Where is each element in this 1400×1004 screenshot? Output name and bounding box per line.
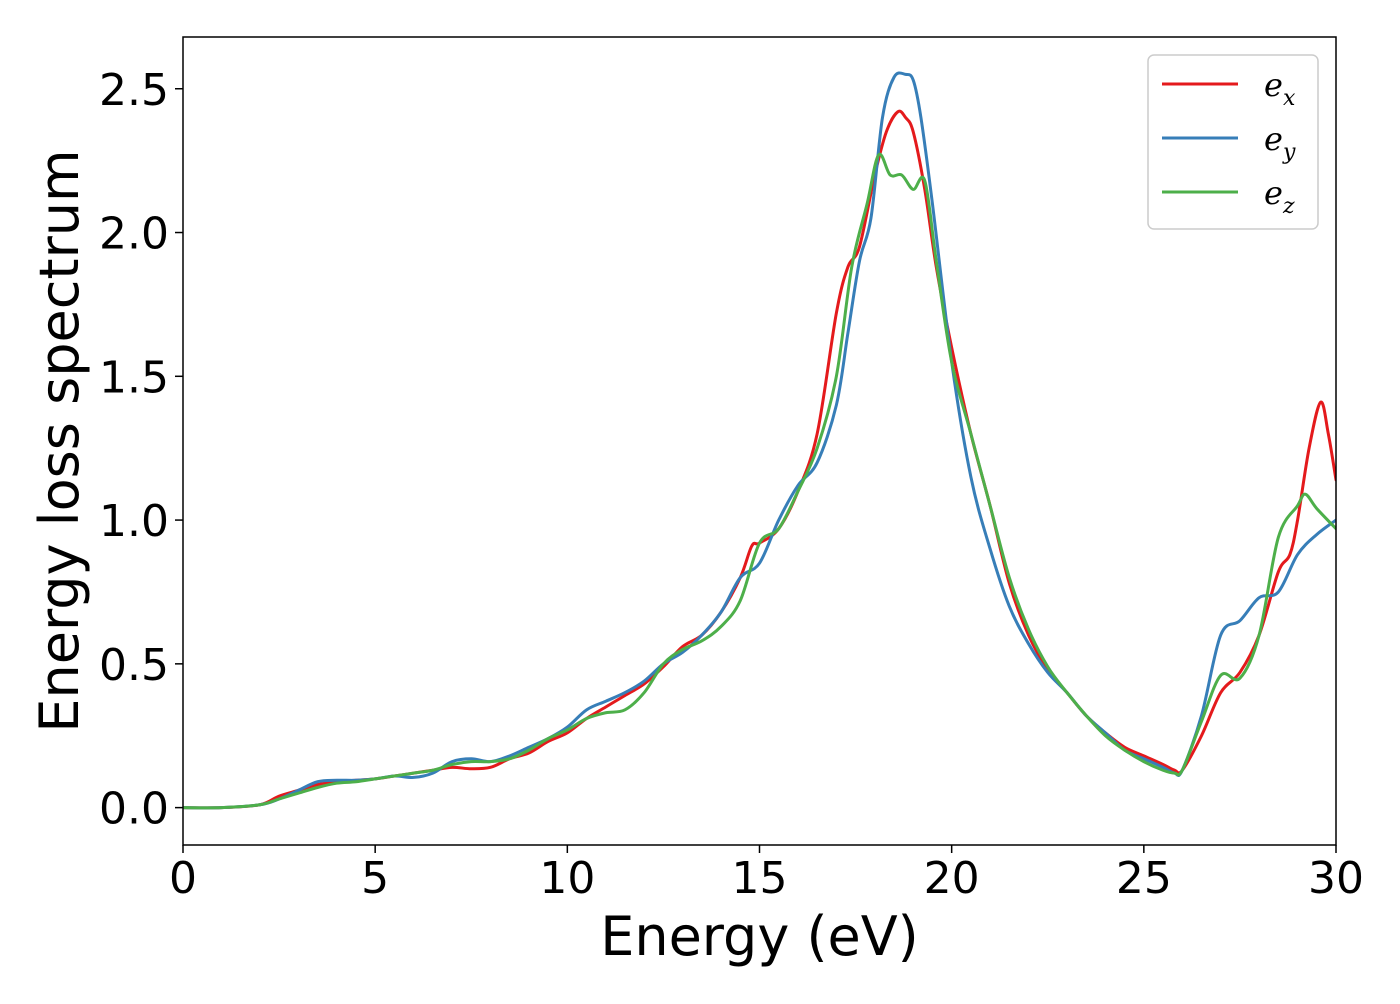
y-tick-label: 1.5 bbox=[99, 352, 169, 403]
legend-label-e-z: ez bbox=[1264, 174, 1295, 219]
x-tick-label: 10 bbox=[539, 853, 595, 904]
x-tick-label: 30 bbox=[1308, 853, 1364, 904]
legend-label-e-x: ex bbox=[1264, 66, 1296, 111]
y-tick-label: 1.0 bbox=[99, 496, 169, 547]
x-axis-title: Energy (eV) bbox=[600, 905, 919, 968]
x-tick-label: 15 bbox=[732, 853, 788, 904]
x-axis-ticks: 0 5 10 15 20 25 30 bbox=[169, 845, 1364, 904]
legend: ex ey ez bbox=[1147, 54, 1319, 230]
y-tick-label: 0.5 bbox=[99, 640, 169, 691]
y-tick-label: 2.5 bbox=[99, 65, 169, 116]
y-axis-title: Energy loss spectrum bbox=[28, 149, 91, 732]
x-tick-label: 20 bbox=[924, 853, 980, 904]
series-line-e-z bbox=[183, 152, 1336, 810]
x-tick-label: 25 bbox=[1116, 853, 1172, 904]
y-tick-label: 0.0 bbox=[99, 784, 169, 835]
x-tick-label: 0 bbox=[169, 853, 197, 904]
series-line-e-y bbox=[183, 71, 1336, 810]
series-layer bbox=[183, 71, 1336, 810]
y-axis-ticks: 0.0 0.5 1.0 1.5 2.0 2.5 bbox=[99, 65, 183, 835]
legend-box bbox=[1147, 54, 1319, 230]
legend-label-e-y: ey bbox=[1264, 120, 1296, 165]
y-tick-label: 2.0 bbox=[99, 209, 169, 260]
x-tick-label: 5 bbox=[361, 853, 389, 904]
